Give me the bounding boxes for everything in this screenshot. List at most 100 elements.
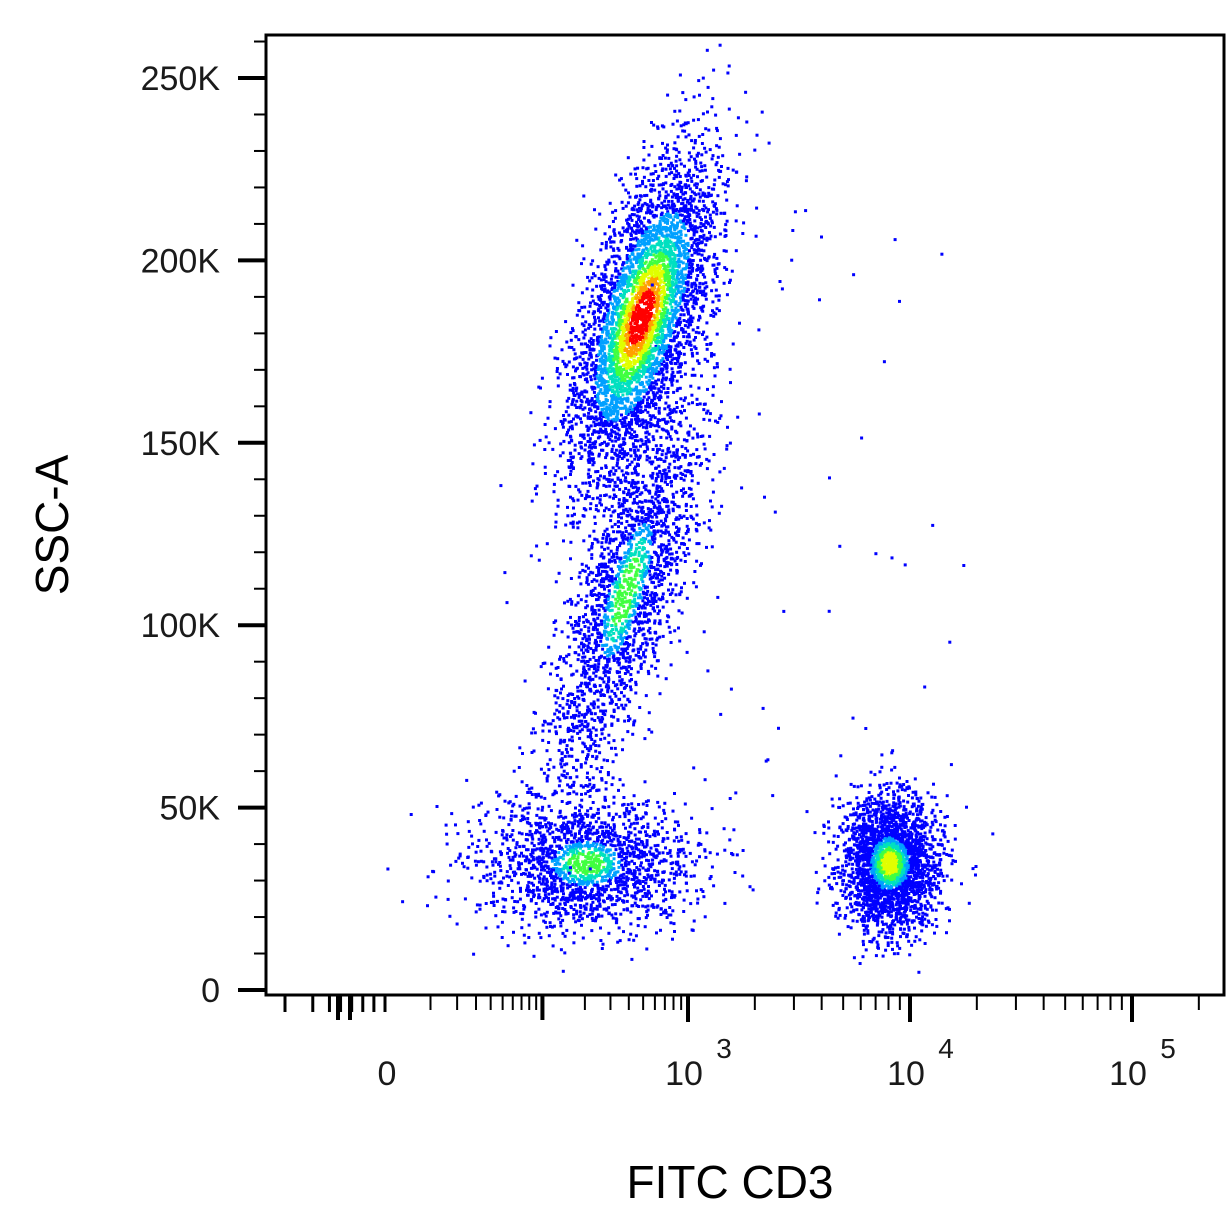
event-dot bbox=[686, 198, 690, 202]
event-dot bbox=[657, 880, 661, 884]
event-dot bbox=[656, 822, 660, 826]
event-dot bbox=[559, 691, 562, 695]
event-dot bbox=[551, 793, 555, 797]
event-dot bbox=[632, 230, 636, 234]
event-dot bbox=[675, 154, 679, 158]
event-dot bbox=[675, 490, 679, 494]
event-dot bbox=[602, 666, 606, 670]
event-dot bbox=[592, 390, 596, 394]
event-dot bbox=[602, 854, 606, 858]
event-dot bbox=[626, 587, 630, 591]
event-dot bbox=[611, 916, 615, 920]
event-dot bbox=[604, 464, 608, 468]
event-dot bbox=[634, 531, 638, 535]
event-dot bbox=[713, 202, 717, 206]
event-dot bbox=[621, 639, 624, 643]
event-dot bbox=[634, 604, 638, 608]
event-dot bbox=[680, 838, 684, 842]
event-dot bbox=[523, 872, 527, 876]
event-dot bbox=[660, 881, 664, 885]
event-dot bbox=[637, 830, 641, 834]
event-dot bbox=[634, 485, 638, 489]
event-dot bbox=[644, 284, 648, 288]
event-dot bbox=[689, 505, 693, 508]
event-dot bbox=[632, 808, 636, 812]
event-dot bbox=[592, 858, 596, 862]
event-dot bbox=[522, 844, 526, 848]
event-dot bbox=[566, 728, 570, 732]
event-dot bbox=[641, 571, 645, 575]
event-dot bbox=[580, 805, 584, 809]
event-dot bbox=[594, 757, 598, 761]
event-dot bbox=[686, 469, 690, 473]
event-dot bbox=[639, 628, 643, 632]
event-dot bbox=[661, 498, 665, 502]
event-dot bbox=[555, 708, 559, 712]
event-dot bbox=[569, 729, 573, 732]
event-dot bbox=[545, 749, 549, 753]
event-dot bbox=[606, 372, 610, 376]
event-dot bbox=[456, 832, 460, 836]
event-dot bbox=[586, 824, 590, 827]
event-dot bbox=[581, 637, 585, 641]
event-dot bbox=[578, 490, 582, 494]
event-dot bbox=[632, 565, 636, 569]
event-dot bbox=[530, 832, 534, 836]
event-dot bbox=[561, 697, 565, 701]
event-dot bbox=[689, 453, 693, 457]
event-dot bbox=[444, 823, 448, 827]
event-dot bbox=[660, 487, 664, 491]
event-dot bbox=[705, 467, 709, 471]
event-dot bbox=[661, 878, 664, 882]
event-dot bbox=[579, 893, 583, 897]
event-dot bbox=[680, 411, 684, 415]
event-dot bbox=[578, 441, 582, 445]
event-dot bbox=[544, 435, 548, 439]
event-dot bbox=[586, 855, 590, 859]
event-dot bbox=[574, 883, 578, 887]
event-dot bbox=[557, 837, 561, 841]
event-dot bbox=[537, 558, 541, 562]
event-dot bbox=[583, 661, 587, 665]
event-dot bbox=[668, 906, 672, 909]
event-dot bbox=[679, 471, 683, 475]
event-dot bbox=[607, 589, 611, 593]
event-dot bbox=[557, 571, 561, 575]
event-dot bbox=[508, 858, 512, 862]
event-dot bbox=[579, 880, 583, 884]
event-dot bbox=[705, 831, 709, 835]
event-dot bbox=[589, 733, 592, 737]
event-dot bbox=[527, 936, 531, 939]
event-dot bbox=[630, 583, 634, 587]
event-dot bbox=[623, 282, 627, 286]
event-dot bbox=[617, 865, 621, 869]
event-dot bbox=[682, 478, 686, 482]
event-dot bbox=[689, 424, 692, 428]
event-dot bbox=[690, 373, 694, 377]
event-dot bbox=[575, 775, 579, 779]
event-dot bbox=[627, 839, 631, 843]
event-dot bbox=[562, 865, 566, 868]
event-dot bbox=[653, 537, 657, 541]
event-dot bbox=[676, 359, 680, 363]
event-dot bbox=[537, 893, 541, 897]
event-dot bbox=[660, 343, 664, 347]
event-dot bbox=[658, 609, 661, 613]
event-dot bbox=[479, 859, 483, 863]
event-dot bbox=[650, 525, 653, 529]
event-dot bbox=[698, 831, 702, 835]
event-dot bbox=[711, 478, 715, 482]
event-dot bbox=[675, 224, 679, 228]
event-dot bbox=[622, 686, 626, 690]
event-dot bbox=[585, 581, 589, 585]
event-dot bbox=[559, 948, 563, 952]
event-dot bbox=[578, 803, 582, 807]
event-dot bbox=[690, 246, 694, 250]
event-dot bbox=[662, 386, 666, 390]
event-dot bbox=[686, 527, 690, 531]
event-dot bbox=[637, 260, 640, 264]
event-dot bbox=[728, 838, 732, 842]
event-dot bbox=[584, 481, 588, 485]
event-dot bbox=[537, 862, 541, 866]
event-dot bbox=[619, 629, 623, 633]
